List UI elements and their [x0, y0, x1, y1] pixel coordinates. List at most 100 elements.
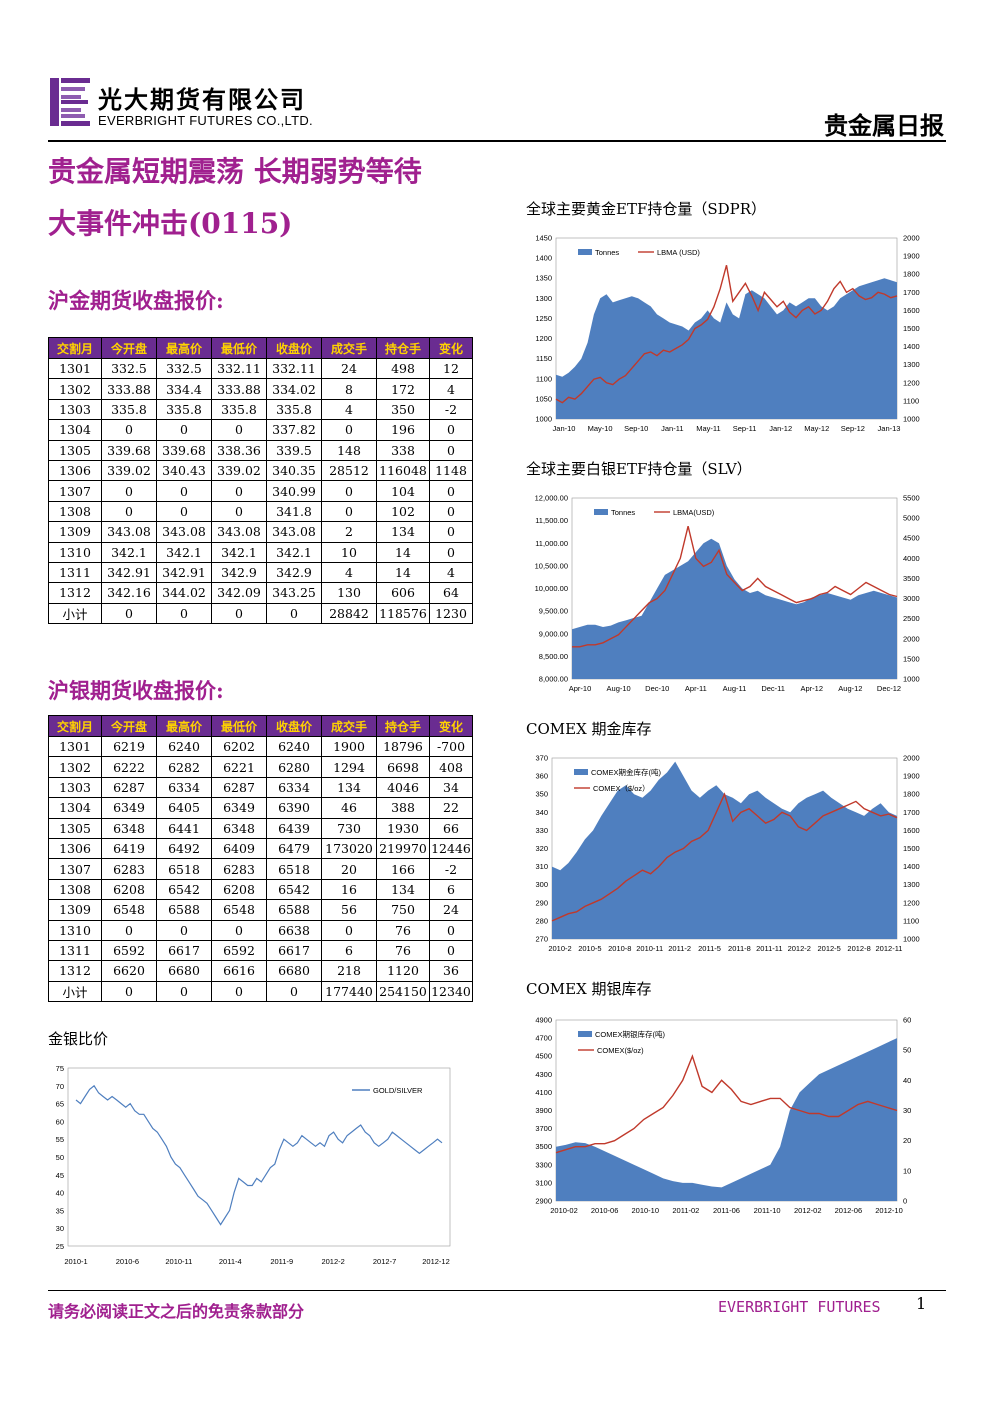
y-tick-label: 8,000.00: [539, 675, 568, 684]
table-cell: 166: [376, 858, 430, 880]
table-cell: 6479: [266, 837, 322, 860]
table-cell: 343.08: [101, 521, 157, 543]
x-tick-label: 2012-5: [818, 944, 841, 953]
table-cell: 0: [429, 939, 473, 962]
table-cell: 6287: [211, 776, 267, 799]
table-row: 1311 342.91 342.91 342.9 342.9 4 14 4: [48, 561, 473, 584]
table-cell: 343.25: [266, 582, 322, 604]
table-cell: 0: [101, 480, 157, 502]
table-cell: 0: [429, 919, 473, 941]
table-cell: 0: [156, 480, 212, 502]
y-tick-label: 1300: [535, 294, 552, 303]
table-cell: 342.09: [211, 582, 267, 604]
table-cell: 332.5: [101, 357, 157, 380]
table-cell: 1310: [48, 541, 102, 563]
y-tick-label: 350: [535, 790, 548, 799]
table-row: 1303 335.8 335.8 335.8 335.8 4 350 -2: [48, 398, 473, 421]
table-cell: 28512: [321, 459, 377, 482]
y2-tick-label: 1200: [903, 378, 920, 387]
x-tick-label: Sep-10: [624, 424, 648, 433]
y-tick-label: 1050: [535, 394, 552, 403]
column-header: 变化: [429, 337, 473, 359]
legend-label: COMEX($/oz): [597, 1046, 644, 1055]
table-cell: 14: [376, 541, 430, 563]
table-cell: 1294: [321, 756, 377, 778]
table-cell: 116048: [376, 459, 430, 482]
y-tick-label: 12,000.00: [535, 494, 568, 503]
table-cell: 6240: [266, 735, 322, 758]
table-cell: 218: [321, 960, 377, 982]
table-cell: 6492: [156, 837, 212, 860]
disclaimer-text: 请务必阅读正文之后的免责条款部分: [48, 1302, 305, 1321]
table-cell: 0: [211, 500, 267, 523]
table-cell: 335.8: [156, 398, 212, 421]
y-tick-label: 1150: [536, 354, 552, 363]
table-cell: 22: [429, 797, 473, 819]
y-tick-label: 3300: [535, 1160, 552, 1169]
x-tick-label: May-11: [696, 424, 720, 433]
table-cell: 6617: [266, 939, 322, 962]
table-cell: 333.88: [211, 378, 267, 400]
x-tick-label: May-12: [804, 424, 829, 433]
y-tick-label: 3500: [535, 1142, 552, 1151]
y2-tick-label: 1700: [903, 288, 920, 297]
table-cell: 0: [321, 480, 377, 502]
table-row: 1301 332.5 332.5 332.11 332.11 24 498 12: [48, 357, 473, 380]
column-header: 交割月: [48, 337, 102, 359]
table-cell: 0: [321, 919, 377, 941]
y-tick-label: 300: [535, 880, 548, 889]
column-header: 持仓手: [376, 337, 430, 359]
table-cell: 339.68: [156, 439, 212, 461]
y-tick-label: 1250: [535, 314, 552, 323]
column-header: 今开盘: [101, 337, 157, 359]
series-line-1: [572, 526, 898, 648]
x-tick-label: 2012-8: [847, 944, 870, 953]
table-cell: 6616: [211, 960, 267, 982]
y-tick-label: 340: [535, 808, 548, 817]
y-tick-label: 4900: [535, 1016, 552, 1025]
x-tick-label: Sep-12: [841, 424, 865, 433]
table-cell: 24: [429, 899, 473, 921]
table-cell: 6349: [101, 797, 157, 819]
x-tick-label: Jan-11: [661, 424, 683, 433]
x-tick-label: 2011-10: [754, 1206, 781, 1215]
table-cell: 6349: [211, 797, 267, 819]
table-cell: -2: [429, 398, 473, 421]
table-cell: 64: [429, 582, 473, 604]
table-row: 1308 6208 6542 6208 6542 16 134 6: [48, 878, 473, 901]
table-cell: 6588: [266, 899, 322, 921]
table-row: 1302 333.88 334.4 333.88 334.02 8 172 4: [48, 378, 473, 400]
table-cell: 6548: [211, 899, 267, 921]
table-cell: 339.02: [211, 459, 267, 482]
y-tick-label: 60: [56, 1117, 64, 1126]
y2-tick-label: 3000: [903, 594, 920, 603]
y2-tick-label: 1600: [903, 306, 920, 315]
table-cell: 338.36: [211, 439, 267, 461]
legend-label: GOLD/SILVER: [373, 1086, 423, 1095]
legend-label: COMEX（$/oz）: [593, 784, 650, 793]
table-row: 1310 342.1 342.1 342.1 342.1 10 14 0: [48, 541, 473, 563]
table-cell: 14: [376, 561, 430, 584]
table-cell: 408: [429, 756, 473, 778]
table-cell: 6287: [101, 776, 157, 799]
table-cell: 6439: [266, 817, 322, 839]
y-tick-label: 1000: [535, 415, 552, 424]
table-cell: 1309: [48, 899, 102, 921]
table-cell: 196: [376, 419, 430, 441]
legend-swatch-area: [578, 1031, 592, 1037]
table-cell: 335.8: [211, 398, 267, 421]
column-header: 收盘价: [266, 715, 322, 737]
y-tick-label: 1200: [535, 334, 552, 343]
series-line-1: [551, 792, 898, 922]
table-row: 小计 0 0 0 0 28842 118576 1230: [48, 602, 473, 625]
table-cell: 6548: [101, 899, 157, 921]
table-cell: 1311: [48, 561, 102, 584]
table-cell: 0: [156, 980, 212, 1003]
table-cell: 1301: [48, 357, 102, 380]
table-cell: 6518: [266, 858, 322, 880]
table-cell: 0: [101, 602, 157, 625]
y2-tick-label: 4000: [903, 554, 920, 563]
table-cell: 0: [211, 919, 267, 941]
y2-tick-label: 1100: [903, 916, 919, 925]
y2-tick-label: 20: [903, 1136, 911, 1145]
